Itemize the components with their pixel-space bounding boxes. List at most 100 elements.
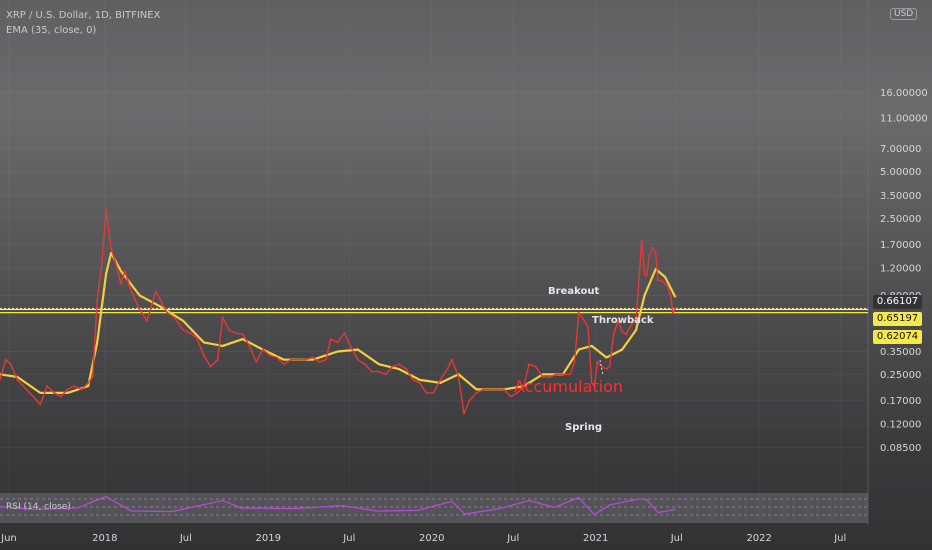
rsi-label: RSI (14, close) [6, 502, 71, 512]
price-point [304, 358, 307, 361]
price-point [640, 239, 643, 242]
x-tick-label-8: Jul [670, 533, 683, 544]
price-point [221, 316, 224, 319]
price-point [608, 365, 611, 368]
annotation-throwback: Throwback [592, 315, 654, 326]
price-point [73, 385, 76, 387]
price-point [555, 373, 558, 376]
price-point [80, 388, 83, 391]
x-tick-label-0: Jun [0, 533, 17, 544]
price-point [87, 382, 90, 384]
ema-line [0, 251, 677, 394]
price-point [495, 388, 498, 391]
price-point [674, 307, 677, 310]
price-point [657, 279, 659, 282]
price-point [159, 298, 162, 301]
price-point [670, 296, 672, 299]
price-point [146, 319, 148, 322]
price-point [105, 208, 108, 211]
price-point [573, 361, 576, 363]
price-point [234, 332, 237, 334]
price-point [120, 282, 122, 285]
y-tick-label-12: 0.12000 [880, 419, 921, 430]
price-point [446, 368, 449, 370]
price-point [96, 298, 99, 301]
price-point [482, 388, 485, 391]
price-point [577, 311, 580, 314]
price-point [128, 285, 131, 287]
annotation-accumulation: Accumulation [514, 377, 623, 396]
price-point [671, 311, 674, 314]
price-point [124, 269, 126, 272]
y-tick-label-11: 0.17000 [880, 396, 921, 407]
x-tick-label-3: 2019 [256, 533, 281, 544]
price-point [25, 388, 28, 391]
price-point [209, 365, 212, 368]
price-point [391, 365, 394, 368]
price-point [283, 363, 285, 366]
annotation-breakout: Breakout [548, 286, 599, 297]
price-point [451, 358, 453, 361]
price-point [667, 286, 670, 289]
price-point [489, 388, 491, 391]
price-point [350, 346, 353, 349]
price-point [590, 382, 593, 384]
x-tick-label-5: 2020 [419, 533, 444, 544]
price-point [654, 251, 657, 254]
price-point [534, 365, 537, 368]
price-point [528, 363, 530, 366]
price-point [110, 247, 112, 250]
price-point [378, 370, 380, 373]
price-point [311, 356, 314, 359]
price-point [432, 391, 435, 394]
price-badge-lower: 0.62074 [873, 330, 922, 344]
y-tick-label-5: 2.50000 [880, 214, 921, 225]
price-point [53, 391, 56, 394]
price-point [0, 379, 1, 381]
y-tick-label-2: 7.00000 [880, 144, 921, 155]
price-point [596, 361, 599, 363]
price-badge-upper: 0.65197 [873, 312, 922, 326]
price-point [173, 316, 176, 319]
price-point [509, 395, 512, 398]
price-badge-last: 0.66107 [873, 295, 922, 309]
rsi-pane [0, 493, 868, 523]
price-point [370, 370, 373, 373]
currency-button[interactable]: USD [890, 8, 918, 20]
price-point [621, 330, 624, 333]
price-point [605, 368, 608, 370]
price-point [541, 376, 544, 378]
x-tick-label-2: Jul [179, 533, 192, 544]
price-point [4, 358, 7, 361]
price-point [9, 363, 12, 366]
price-point [356, 358, 359, 361]
y-tick-label-6: 1.70000 [880, 240, 921, 251]
price-point [39, 403, 42, 406]
price-point [468, 399, 471, 402]
rsi-line [0, 495, 676, 516]
price-point [32, 395, 35, 398]
price-point [502, 388, 505, 391]
price-point [138, 308, 141, 311]
price-point [216, 358, 219, 361]
price-point [255, 361, 258, 363]
price-point [612, 333, 615, 336]
x-tick-label-6: Jul [506, 533, 519, 544]
x-tick-label-7: 2021 [583, 533, 608, 544]
price-point [384, 373, 387, 376]
price-point [114, 261, 117, 264]
price-point [593, 385, 596, 387]
price-point [457, 376, 460, 378]
price-point [16, 379, 19, 381]
price-point [625, 333, 628, 336]
price-point [425, 391, 428, 394]
price-point [325, 358, 327, 361]
price-point [289, 358, 292, 361]
price-point [412, 379, 414, 381]
price-point [227, 329, 230, 331]
y-tick-label-1: 11.00000 [880, 113, 928, 124]
price-point [343, 332, 346, 334]
price-point [617, 319, 619, 322]
